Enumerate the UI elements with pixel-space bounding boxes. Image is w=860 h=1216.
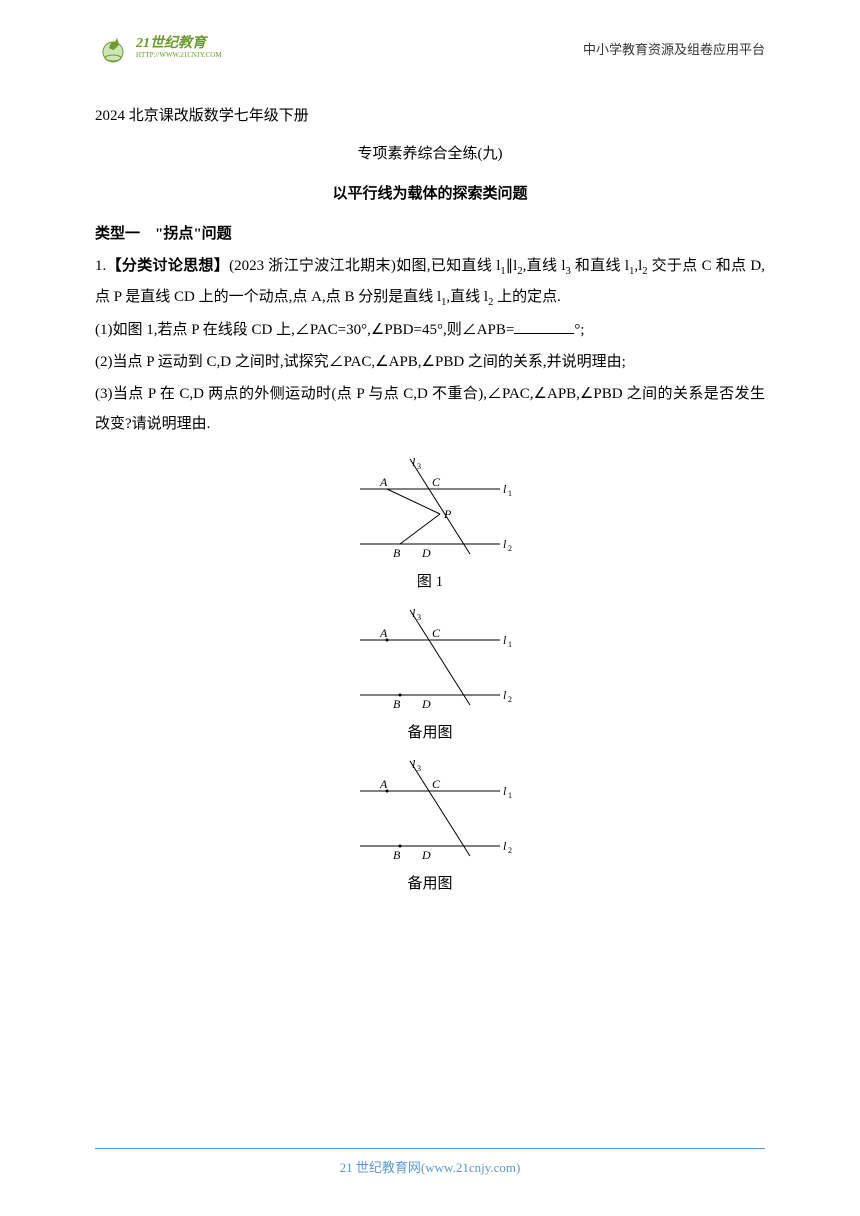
svg-text:2: 2 <box>508 695 512 704</box>
svg-text:C: C <box>432 777 441 791</box>
sub1-text: (1)如图 1,若点 P 在线段 CD 上,∠PAC=30°,∠PBD=45°,… <box>95 322 514 338</box>
svg-text:2: 2 <box>508 846 512 855</box>
page-header: 21世纪教育 HTTP://WWW.21CNJY.COM 中小学教育资源及组卷应… <box>0 0 860 66</box>
svg-text:A: A <box>379 475 388 489</box>
logo: 21世纪教育 HTTP://WWW.21CNJY.COM <box>95 30 222 66</box>
type-title: 类型一 "拐点"问题 <box>95 219 765 249</box>
figure-1-svg: l3 l1 l2 A C P B D <box>340 454 520 564</box>
svg-text:l: l <box>503 633 507 647</box>
sub-problem-1: (1)如图 1,若点 P 在线段 CD 上,∠PAC=30°,∠PBD=45°,… <box>95 315 765 345</box>
footer-text: 21 世纪教育网(www.21cnjy.com) <box>0 1157 860 1176</box>
problem-number: 1. <box>95 258 106 274</box>
svg-text:3: 3 <box>417 764 421 773</box>
svg-text:1: 1 <box>508 489 512 498</box>
answer-blank <box>514 316 574 334</box>
sub-problem-3: (3)当点 P 在 C,D 两点的外侧运动时(点 P 与点 C,D 不重合),∠… <box>95 379 765 439</box>
logo-icon <box>95 30 131 66</box>
svg-text:l: l <box>503 537 507 551</box>
page-footer: 21 世纪教育网(www.21cnjy.com) <box>0 1148 860 1176</box>
problem-text-8: 上的定点. <box>493 289 561 305</box>
problem-text-7: ,直线 l <box>446 289 488 305</box>
svg-text:B: B <box>393 848 401 862</box>
svg-text:D: D <box>421 848 431 862</box>
svg-text:B: B <box>393 697 401 711</box>
svg-text:A: A <box>379 626 388 640</box>
header-right-text: 中小学教育资源及组卷应用平台 <box>583 39 765 58</box>
figure-2-caption: 备用图 <box>407 718 452 748</box>
figure-1: l3 l1 l2 A C P B D 图 1 <box>340 454 520 597</box>
problem-source: (2023 浙江宁波江北期末) <box>229 258 396 274</box>
figures-container: l3 l1 l2 A C P B D 图 1 l3 l1 l2 A <box>95 454 765 899</box>
document-content: 2024 北京课改版数学七年级下册 专项素养综合全练(九) 以平行线为载体的探索… <box>0 66 860 899</box>
section-title: 专项素养综合全练(九) <box>95 139 765 169</box>
svg-text:l: l <box>503 688 507 702</box>
svg-text:1: 1 <box>508 640 512 649</box>
logo-text: 21世纪教育 HTTP://WWW.21CNJY.COM <box>136 36 222 59</box>
svg-text:l: l <box>503 784 507 798</box>
problem-tag: 【分类讨论思想】 <box>106 258 229 274</box>
figure-3: l3 l1 l2 A C B D 备用图 <box>340 756 520 899</box>
svg-text:C: C <box>432 626 441 640</box>
svg-text:A: A <box>379 777 388 791</box>
problem-statement: 1.【分类讨论思想】(2023 浙江宁波江北期末)如图,已知直线 l1∥l2,直… <box>95 251 765 313</box>
svg-text:3: 3 <box>417 613 421 622</box>
problem-text-4: 和直线 l <box>571 258 629 274</box>
problem-text-1: 如图,已知直线 l <box>396 258 501 274</box>
svg-text:C: C <box>432 475 441 489</box>
problem-text-2: ∥l <box>506 258 518 274</box>
svg-text:3: 3 <box>417 462 421 471</box>
figure-3-caption: 备用图 <box>407 869 452 899</box>
footer-divider <box>95 1148 765 1149</box>
subsection-title: 以平行线为载体的探索类问题 <box>95 179 765 209</box>
figure-2: l3 l1 l2 A C B D 备用图 <box>340 605 520 748</box>
svg-text:B: B <box>393 546 401 560</box>
svg-text:l: l <box>503 482 507 496</box>
exam-title: 2024 北京课改版数学七年级下册 <box>95 101 765 131</box>
figure-2-svg: l3 l1 l2 A C B D <box>340 605 520 715</box>
svg-text:D: D <box>421 546 431 560</box>
svg-text:P: P <box>443 507 452 521</box>
problem-text-3: ,直线 l <box>523 258 566 274</box>
svg-text:2: 2 <box>508 544 512 553</box>
sub1-suffix: °; <box>574 322 584 338</box>
logo-text-sub: HTTP://WWW.21CNJY.COM <box>136 52 222 60</box>
svg-text:1: 1 <box>508 791 512 800</box>
svg-text:l: l <box>503 839 507 853</box>
svg-text:D: D <box>421 697 431 711</box>
figure-1-caption: 图 1 <box>417 567 443 597</box>
sub-problem-2: (2)当点 P 运动到 C,D 之间时,试探究∠PAC,∠APB,∠PBD 之间… <box>95 347 765 377</box>
logo-text-main: 21世纪教育 <box>136 36 222 51</box>
figure-3-svg: l3 l1 l2 A C B D <box>340 756 520 866</box>
